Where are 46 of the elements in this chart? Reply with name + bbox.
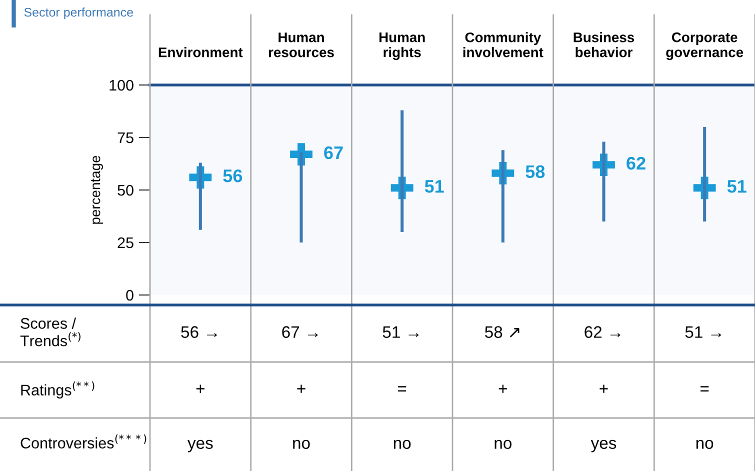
bar: [602, 142, 606, 222]
x-tick-label: Human rights: [379, 32, 425, 60]
bar: [501, 150, 504, 242]
text: Sector performance: [24, 8, 133, 20]
text: no: [696, 440, 714, 449]
data-label: 58: [526, 165, 545, 178]
text: yes: [590, 440, 616, 452]
x-tick-label: Environment: [158, 47, 243, 58]
data-label: 56: [223, 169, 242, 182]
text: +: [297, 384, 306, 393]
bar: [400, 110, 404, 232]
text: no: [394, 440, 411, 449]
y-tick-label: 25: [118, 237, 134, 248]
text: Scores / Trends$^{(*)}$: [20, 318, 80, 346]
text: 51 →: [382, 326, 419, 338]
text: no: [494, 440, 512, 449]
bar: [300, 152, 303, 242]
text: +: [498, 384, 507, 393]
data-label: 51: [424, 180, 444, 193]
bar: [198, 162, 202, 230]
text: 67 →: [282, 326, 318, 338]
text: +: [196, 384, 204, 393]
y-tick-label: 100: [110, 80, 134, 91]
text: +: [600, 384, 608, 393]
x-tick-label: Human resources: [268, 32, 334, 58]
data-label: 67: [324, 146, 343, 160]
text: 62 →: [584, 326, 620, 338]
x-tick-label: Community involvement: [463, 32, 544, 58]
x-tick-label: Business behavior: [574, 32, 634, 58]
y-axis-title: percentage: [91, 156, 103, 224]
bar: [703, 127, 706, 222]
text: yes: [187, 440, 213, 452]
text: 58 ↗: [485, 326, 520, 338]
text: Ratings$^{(**)}$: [21, 381, 94, 398]
data-label: 51: [727, 180, 746, 193]
data-label: 62: [626, 156, 646, 170]
text: Controversies$^{(***)}$: [20, 434, 146, 449]
text: no: [293, 440, 310, 449]
text: 56 →: [181, 326, 217, 338]
y-tick-label: 0: [126, 290, 134, 301]
x-tick-label: Corporate governance: [666, 32, 744, 60]
y-tick-label: 50: [118, 184, 134, 196]
text: 51 →: [685, 326, 722, 338]
text: =: [398, 386, 406, 392]
y-tick-label: 75: [118, 132, 134, 144]
text: =: [700, 386, 709, 392]
